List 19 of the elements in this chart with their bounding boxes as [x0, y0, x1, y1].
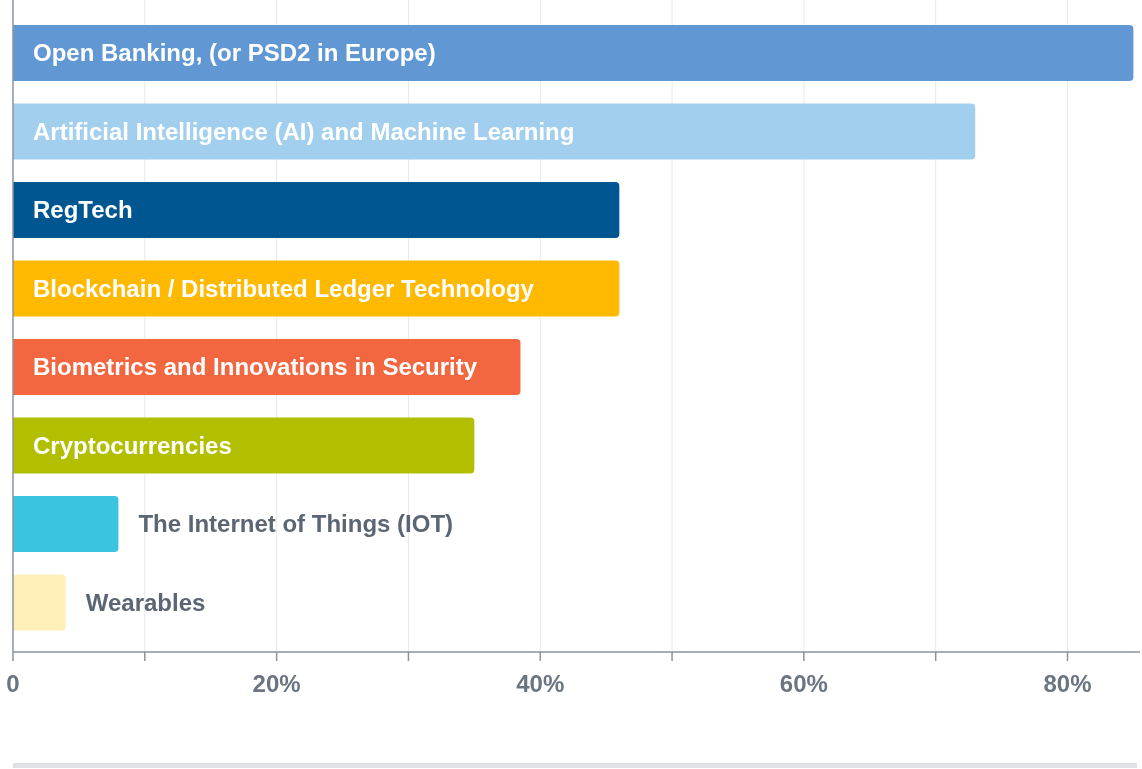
y-tick-label: Cryptocurrencies	[33, 431, 232, 459]
x-tick-label: 20%	[252, 670, 301, 698]
x-tick-label: 60%	[779, 670, 828, 698]
x-tick-label: 80%	[1043, 670, 1092, 698]
y-tick-label: Open Banking, (or PSD2 in Europe)	[33, 39, 436, 67]
y-tick-label: Artificial Intelligence (AI) and Machine Learning	[33, 117, 575, 145]
y-tick-label: Biometrics and Innovations in Security	[33, 353, 478, 381]
x-tick-label: 40%	[516, 670, 565, 698]
x-tick-label: 0	[6, 670, 20, 698]
bar	[13, 103, 976, 160]
bar	[13, 182, 620, 238]
y-tick-label: RegTech	[33, 196, 133, 224]
y-tick-label: Blockchain / Distributed Ledger Technology	[33, 274, 535, 302]
y-tick-label: Wearables	[85, 588, 206, 616]
bar	[13, 574, 66, 631]
bar	[13, 496, 119, 553]
y-tick-label: The Internet of Things (IOT)	[138, 510, 454, 538]
bar	[13, 24, 1134, 81]
bar	[13, 417, 475, 474]
